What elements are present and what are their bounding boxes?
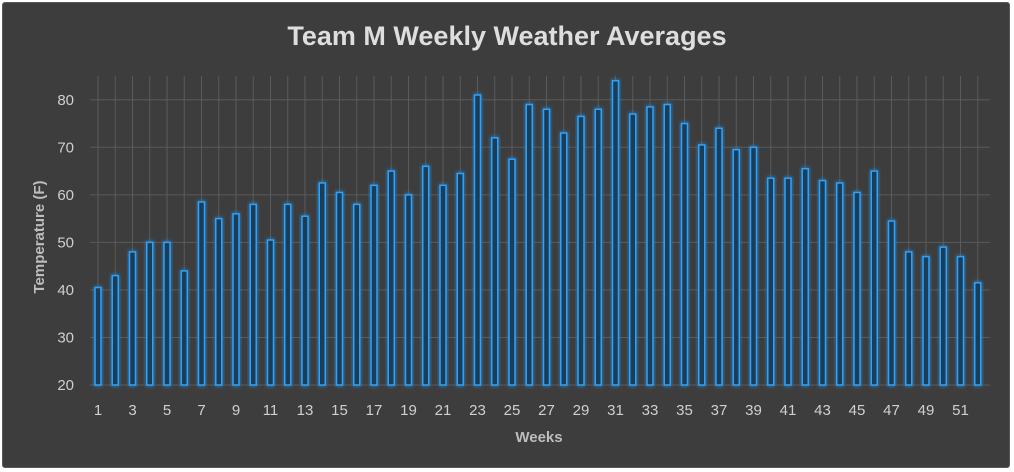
x-axis-title: Weeks bbox=[515, 429, 562, 446]
bar-week-18 bbox=[387, 170, 395, 386]
bar-week-44 bbox=[836, 182, 844, 386]
bar-week-14 bbox=[318, 182, 326, 386]
bar-week-10 bbox=[249, 203, 257, 386]
bars-layer bbox=[94, 80, 982, 386]
x-tick-label: 9 bbox=[232, 402, 240, 419]
bar-week-46 bbox=[870, 170, 878, 386]
bar-week-48 bbox=[905, 251, 913, 386]
y-tick-label: 80 bbox=[57, 92, 74, 109]
x-tick-label: 15 bbox=[331, 402, 348, 419]
bar-week-16 bbox=[353, 203, 361, 386]
y-tick-label: 30 bbox=[57, 329, 74, 346]
bar-week-8 bbox=[215, 217, 223, 386]
x-ticks: 1 3 5 7 9 11 13 15 17 19 21 23 25 27 29 31 33 35 37 39 41 43 4… bbox=[94, 402, 969, 419]
bar-week-27 bbox=[542, 108, 551, 386]
x-tick-label: 41 bbox=[780, 402, 797, 419]
bar-week-43 bbox=[818, 179, 827, 386]
bar-week-5 bbox=[163, 241, 171, 386]
x-tick-label: 17 bbox=[366, 402, 383, 419]
y-tick-label: 40 bbox=[57, 282, 74, 299]
bar-week-49 bbox=[922, 255, 930, 386]
x-tick-label: 49 bbox=[918, 402, 935, 419]
bar-week-21 bbox=[439, 184, 447, 386]
bar-week-39 bbox=[749, 146, 758, 386]
x-tick-label: 43 bbox=[814, 402, 831, 419]
bar-week-1 bbox=[94, 286, 102, 386]
x-tick-label: 37 bbox=[711, 402, 728, 419]
x-tick-label: 25 bbox=[504, 402, 521, 419]
x-tick-label: 19 bbox=[400, 402, 417, 419]
bar-week-40 bbox=[767, 177, 775, 386]
bar-week-42 bbox=[801, 167, 809, 386]
bar-week-6 bbox=[180, 270, 188, 386]
bar-week-38 bbox=[732, 148, 740, 386]
bar-week-52 bbox=[974, 282, 982, 386]
x-tick-label: 29 bbox=[573, 402, 590, 419]
bar-week-51 bbox=[956, 255, 965, 386]
x-tick-label: 23 bbox=[469, 402, 486, 419]
bar-week-4 bbox=[146, 241, 154, 386]
bar-week-13 bbox=[301, 215, 309, 386]
x-tick-label: 3 bbox=[128, 402, 136, 419]
bar-week-28 bbox=[560, 132, 568, 386]
bar-week-32 bbox=[629, 113, 637, 386]
bar-week-17 bbox=[370, 184, 378, 386]
x-tick-label: 13 bbox=[297, 402, 314, 419]
x-tick-label: 31 bbox=[607, 402, 624, 419]
bar-week-22 bbox=[456, 172, 464, 386]
bar-week-26 bbox=[525, 103, 533, 386]
bar-week-15 bbox=[335, 191, 344, 386]
bar-week-23 bbox=[473, 94, 482, 386]
bar-week-12 bbox=[284, 203, 292, 386]
bar-week-3 bbox=[128, 251, 137, 386]
bar-week-29 bbox=[577, 115, 585, 386]
x-tick-label: 35 bbox=[676, 402, 693, 419]
bar-week-35 bbox=[680, 122, 689, 386]
x-tick-label: 51 bbox=[952, 402, 969, 419]
bar-week-33 bbox=[646, 106, 654, 386]
bar-week-7 bbox=[197, 201, 206, 386]
y-axis-title: Temperature (F) bbox=[31, 180, 48, 293]
x-tick-label: 1 bbox=[94, 402, 102, 419]
bar-week-45 bbox=[853, 191, 861, 386]
x-tick-label: 47 bbox=[883, 402, 900, 419]
x-tick-label: 33 bbox=[642, 402, 659, 419]
bar-week-24 bbox=[491, 137, 499, 386]
bar-week-47 bbox=[887, 220, 896, 386]
bar-week-9 bbox=[232, 213, 240, 386]
bar-week-36 bbox=[698, 144, 706, 386]
y-ticks: 20 30 40 50 60 70 80 bbox=[57, 92, 74, 394]
x-tick-label: 5 bbox=[163, 402, 171, 419]
bar-week-37 bbox=[715, 127, 723, 386]
x-tick-label: 45 bbox=[849, 402, 866, 419]
x-tick-label: 11 bbox=[263, 402, 279, 419]
bar-week-2 bbox=[111, 274, 119, 386]
y-tick-label: 60 bbox=[57, 187, 74, 204]
bar-week-41 bbox=[784, 177, 792, 386]
bar-week-30 bbox=[594, 108, 602, 386]
chart-title: Team M Weekly Weather Averages bbox=[287, 21, 726, 51]
bar-week-31 bbox=[611, 80, 620, 386]
bar-week-25 bbox=[508, 158, 516, 386]
bar-week-34 bbox=[663, 103, 671, 386]
y-tick-label: 20 bbox=[57, 377, 74, 394]
x-tick-label: 7 bbox=[197, 402, 205, 419]
y-tick-label: 70 bbox=[57, 139, 74, 156]
x-tick-label: 21 bbox=[435, 402, 452, 419]
x-tick-label: 39 bbox=[745, 402, 762, 419]
x-tick-label: 27 bbox=[538, 402, 555, 419]
bar-week-19 bbox=[404, 194, 413, 386]
y-tick-label: 50 bbox=[57, 234, 74, 251]
bar-week-50 bbox=[939, 246, 947, 386]
bar-week-11 bbox=[266, 239, 275, 386]
bar-week-20 bbox=[422, 165, 430, 386]
